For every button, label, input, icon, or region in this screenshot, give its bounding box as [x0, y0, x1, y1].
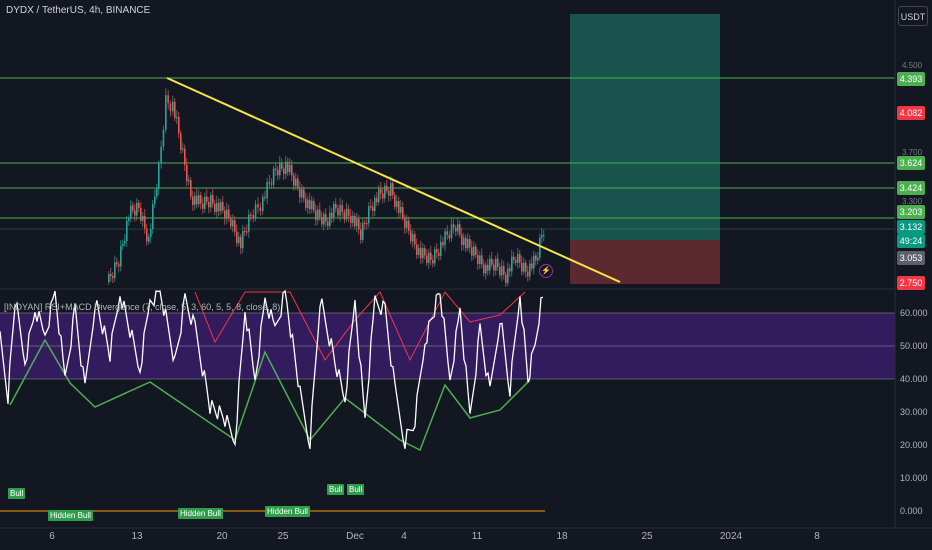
rsi-tick: 20.000	[900, 440, 928, 450]
time-tick: 8	[814, 531, 820, 542]
hidden-bull-signal: Hidden Bull	[265, 506, 310, 517]
time-tick: 4	[401, 531, 407, 542]
bull-signal: Bull	[327, 484, 345, 495]
price-label-level: 4.393	[897, 72, 925, 86]
price-tick: 4.500	[902, 61, 923, 70]
bull-signal: Bull	[8, 488, 26, 499]
time-tick: 11	[471, 531, 483, 542]
bearish-divergence-line	[194, 291, 526, 362]
long-position-loss-zone[interactable]	[570, 240, 720, 284]
time-tick: Dec	[346, 531, 364, 542]
time-tick: 6	[49, 531, 55, 542]
candlestick-series	[108, 88, 545, 287]
hidden-bull-signal: Hidden Bull	[48, 510, 93, 521]
rsi-line	[0, 289, 544, 449]
currency-button[interactable]: USDT	[898, 6, 928, 26]
long-position-profit-zone[interactable]	[570, 14, 720, 240]
symbol-title[interactable]: DYDX / TetherUS, 4h, BINANCE	[6, 5, 151, 16]
time-tick: 18	[556, 531, 568, 542]
price-label-current: 3.132	[897, 220, 925, 234]
indicator-title[interactable]: [INDYAN] RSI+MACD Divergence (7, close, …	[4, 302, 281, 312]
price-label-level: 3.203	[897, 205, 925, 219]
time-tick: 25	[277, 531, 289, 542]
price-label-entry: 3.053	[897, 251, 925, 265]
rsi-tick: 0.000	[900, 506, 923, 516]
rsi-tick: 40.000	[900, 374, 928, 384]
price-tick: 3.700	[902, 148, 923, 157]
rsi-tick: 60.000	[900, 308, 928, 318]
rsi-tick: 10.000	[900, 473, 928, 483]
price-label-target-low: 2.750	[897, 276, 925, 290]
time-tick: 25	[641, 531, 653, 542]
price-label-stop: 4.082	[897, 106, 925, 120]
trendline[interactable]	[166, 77, 621, 283]
bar-countdown: 49:24	[897, 234, 925, 248]
price-label-level: 3.424	[897, 181, 925, 195]
price-tick: 3.300	[902, 197, 923, 206]
price-label-level: 3.624	[897, 156, 925, 170]
time-tick: 2024	[719, 531, 743, 542]
hidden-bull-signal: Hidden Bull	[178, 508, 223, 519]
time-tick: 13	[131, 531, 143, 542]
lightning-icon[interactable]: ⚡	[539, 264, 553, 278]
time-tick: 20	[216, 531, 228, 542]
rsi-tick: 50.000	[900, 341, 928, 351]
rsi-tick: 30.000	[900, 407, 928, 417]
bull-signal: Bull	[347, 484, 365, 495]
